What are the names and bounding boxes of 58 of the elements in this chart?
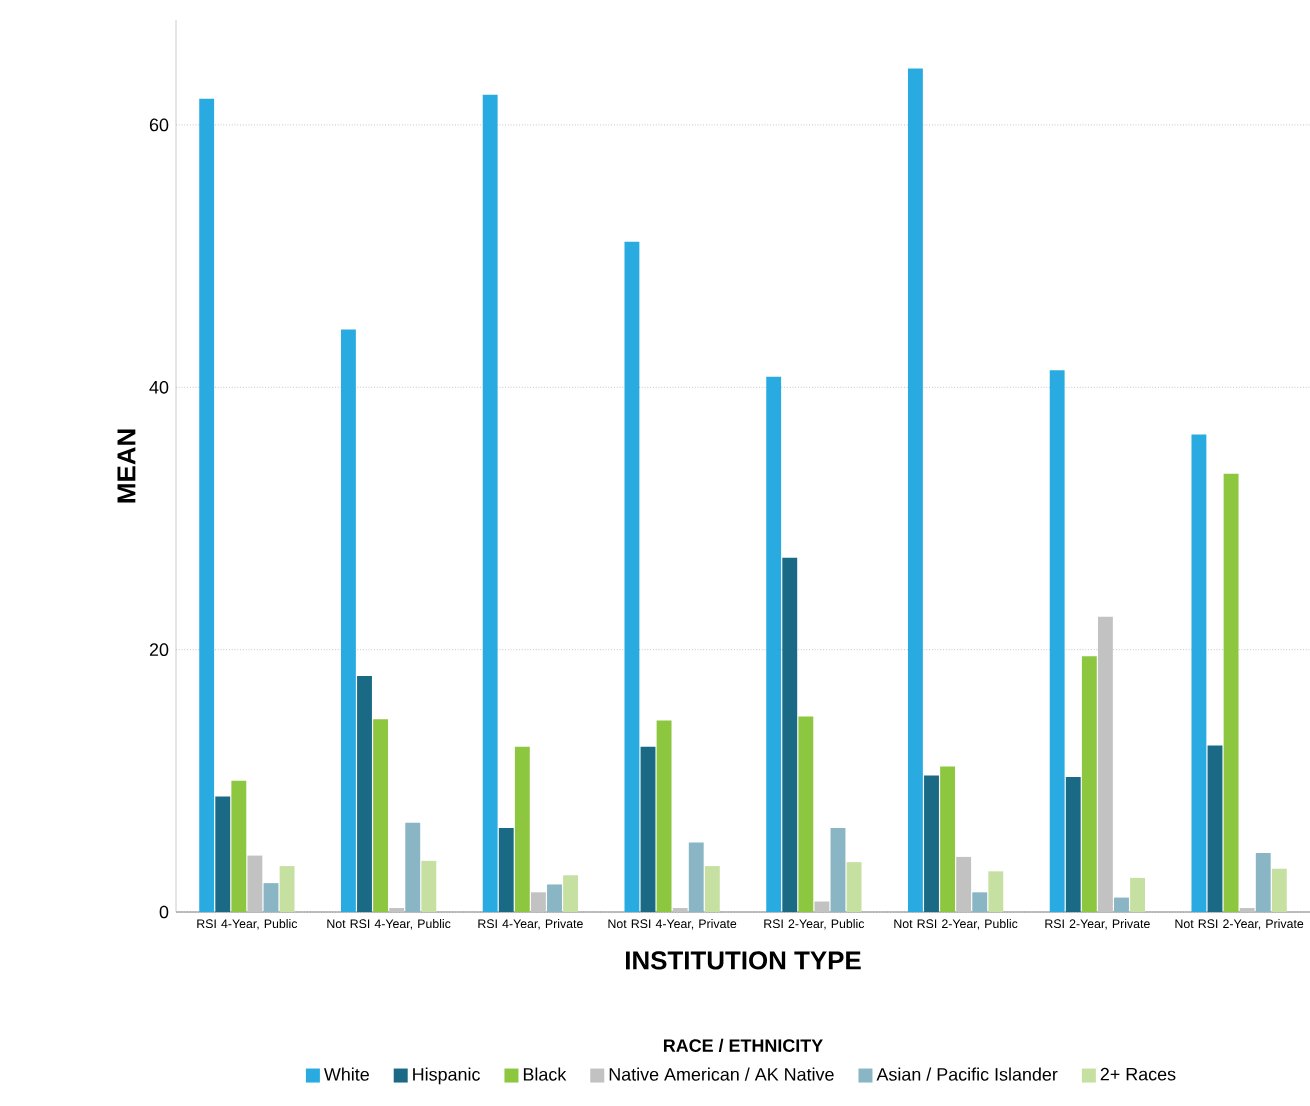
bar [530,892,546,912]
bar [1271,868,1287,912]
bar [640,746,656,912]
bar [405,822,421,912]
legend-label: Hispanic [413,1067,480,1085]
bar [498,828,514,912]
bar [1255,852,1271,912]
legend-title: RACE / ETHNICITY [663,1038,823,1053]
legend-label: Black [523,1067,567,1081]
bar [279,866,295,912]
bar [1065,776,1081,912]
legend-label: 2+ Races [1100,1067,1176,1081]
bar [924,775,939,912]
y-tick-label: 40 [149,380,169,394]
bar [482,94,498,912]
bar [357,675,372,912]
bar [247,855,263,912]
bar [704,866,720,912]
bar [907,68,923,912]
legend-label: Asian / Pacific Islander [876,1067,1058,1081]
bar [846,862,862,912]
bar [624,241,640,912]
bar [1097,616,1113,912]
bar [263,883,279,912]
bar [1081,656,1097,912]
bar [199,98,215,912]
y-tick-label: 20 [149,643,169,657]
bar [340,329,356,912]
bar [1223,473,1239,912]
bar [688,842,704,912]
bar [956,856,972,912]
bar [988,871,1004,912]
bar [231,780,247,912]
bar [972,892,988,912]
bar [1114,897,1129,912]
bar [563,875,579,912]
bar [830,828,846,912]
bar [1207,745,1223,912]
bar [1130,877,1146,912]
legend-label: White [323,1067,369,1081]
bar [373,719,389,912]
bar [514,746,530,912]
bar [766,376,782,912]
bar [814,901,830,912]
bar [798,716,814,912]
bar [940,766,956,912]
legend-label: Native American / AK Native [609,1067,834,1081]
bar [1191,434,1207,912]
bar [421,860,437,912]
bar [215,796,231,912]
bar [782,557,798,912]
y-axis-title: MEAN [117,429,136,503]
y-tick-label: 0 [159,905,169,919]
bar [547,884,562,912]
x-axis-title: INSTITUTION TYPE [625,951,861,970]
bar [1049,370,1065,912]
bar [656,720,672,912]
y-tick-label: 60 [149,118,169,132]
